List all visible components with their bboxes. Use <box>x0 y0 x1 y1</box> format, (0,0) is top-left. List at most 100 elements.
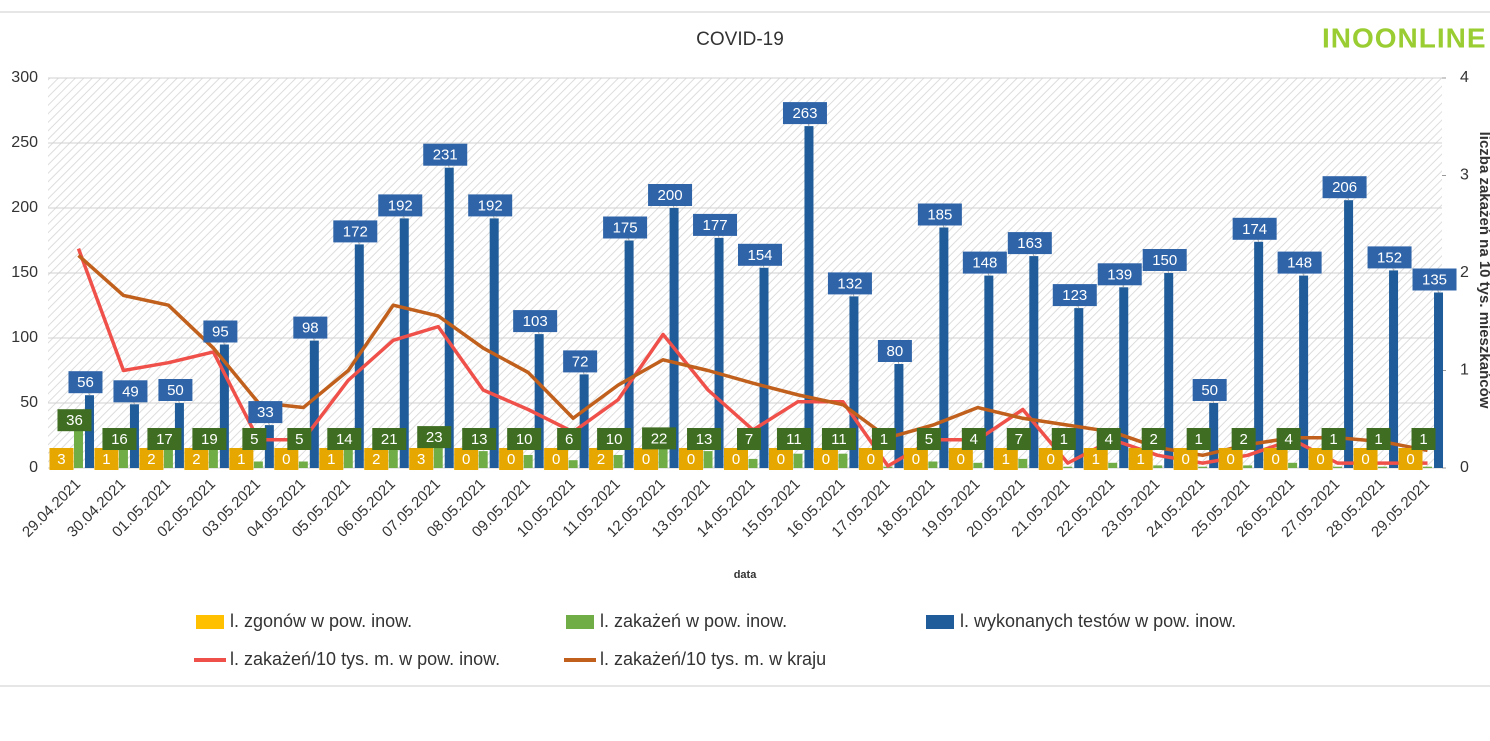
data-label-box <box>1232 217 1277 240</box>
data-label: 185 <box>927 206 952 223</box>
data-label-box <box>102 428 137 450</box>
data-label-box <box>687 428 722 450</box>
legend-label: l. zakażeń/10 tys. m. w pow. inow. <box>230 649 500 669</box>
data-label: 148 <box>972 255 997 272</box>
data-label: 14 <box>336 431 353 448</box>
data-label-box <box>827 272 872 295</box>
bar <box>84 395 94 468</box>
bar <box>208 443 218 468</box>
data-label-box <box>417 426 452 449</box>
data-label-box <box>962 251 1007 274</box>
data-label-box <box>776 428 811 450</box>
data-label-box <box>948 448 973 470</box>
data-label-box <box>507 428 542 450</box>
data-label: 1 <box>1374 431 1382 448</box>
data-label: 5 <box>250 431 258 448</box>
bar <box>309 340 319 468</box>
bar <box>849 296 859 468</box>
data-label: 0 <box>957 451 965 468</box>
y-tick-label: 0 <box>29 459 38 476</box>
data-label-box <box>147 428 182 450</box>
data-label: 7 <box>745 431 753 448</box>
data-label: 0 <box>282 451 290 468</box>
data-label: 0 <box>507 451 515 468</box>
data-label-box <box>287 428 312 450</box>
bar <box>478 451 488 468</box>
data-label: 4 <box>1105 431 1113 448</box>
data-label: 1 <box>237 451 245 468</box>
bar <box>489 218 499 468</box>
data-label-box <box>858 448 883 470</box>
data-label: 36 <box>66 412 83 429</box>
data-label: 1 <box>880 431 888 448</box>
data-label: 192 <box>478 197 503 214</box>
data-label-box <box>724 448 748 470</box>
data-label-box <box>1398 448 1423 470</box>
legend-label: l. zgonów w pow. inow. <box>230 611 412 631</box>
bar <box>1389 270 1399 468</box>
data-label: 2 <box>1150 431 1158 448</box>
data-label: 0 <box>642 451 650 468</box>
data-label-box <box>1231 428 1256 450</box>
data-label-box <box>454 448 479 470</box>
data-label: 3 <box>417 451 425 468</box>
data-label-box <box>768 448 793 470</box>
data-label: 33 <box>257 404 274 421</box>
data-label: 0 <box>912 451 920 468</box>
data-label: 2 <box>372 451 380 468</box>
data-label: 10 <box>606 431 623 448</box>
data-label: 139 <box>1107 266 1132 283</box>
data-label: 206 <box>1332 179 1357 196</box>
data-label-box <box>1412 268 1457 291</box>
data-label: 263 <box>792 105 817 122</box>
bar <box>703 451 713 468</box>
chart-title: COVID-19 <box>696 29 784 50</box>
data-label: 0 <box>777 451 785 468</box>
data-label: 154 <box>747 247 772 264</box>
bar <box>163 445 173 468</box>
data-label: 2 <box>1239 431 1247 448</box>
data-label-box <box>1192 379 1227 401</box>
data-label-box <box>679 448 704 470</box>
data-label-box <box>499 448 524 470</box>
bar <box>579 374 589 468</box>
data-label: 0 <box>1226 451 1234 468</box>
bar <box>264 425 274 468</box>
bar <box>1063 466 1073 468</box>
data-label: 231 <box>433 147 458 164</box>
data-label: 0 <box>822 451 830 468</box>
data-label-box <box>333 220 378 243</box>
data-label: 2 <box>192 451 200 468</box>
data-label: 1 <box>1195 431 1203 448</box>
bar <box>444 167 454 468</box>
y2-tick-label: 3 <box>1460 167 1469 184</box>
data-label-box <box>693 213 738 236</box>
data-label: 72 <box>572 353 589 370</box>
data-label: 17 <box>156 431 173 448</box>
data-label: 22 <box>651 430 668 447</box>
data-label: 150 <box>1152 252 1177 269</box>
bar <box>1378 466 1388 468</box>
data-label: 175 <box>613 219 638 236</box>
data-label: 1 <box>1002 451 1010 468</box>
legend-swatch <box>566 615 594 629</box>
bar <box>669 208 679 468</box>
data-label: 0 <box>1361 451 1369 468</box>
y-tick-label: 300 <box>11 69 38 86</box>
bar <box>939 227 949 468</box>
data-label: 5 <box>925 431 933 448</box>
legend-swatch <box>926 615 954 629</box>
y-tick-label: 200 <box>11 199 38 216</box>
data-label-box <box>782 102 827 125</box>
data-label-box <box>293 316 328 339</box>
y2-tick-label: 0 <box>1460 459 1469 476</box>
data-label-box <box>229 448 254 470</box>
bar <box>1119 287 1129 468</box>
data-label-box <box>1051 428 1076 450</box>
data-label: 1 <box>1329 431 1337 448</box>
bar <box>759 267 769 468</box>
legend-label: l. wykonanych testów w pow. inow. <box>960 611 1236 631</box>
data-label: 177 <box>703 217 728 234</box>
data-label-box <box>903 448 928 470</box>
y-tick-label: 250 <box>11 134 38 151</box>
